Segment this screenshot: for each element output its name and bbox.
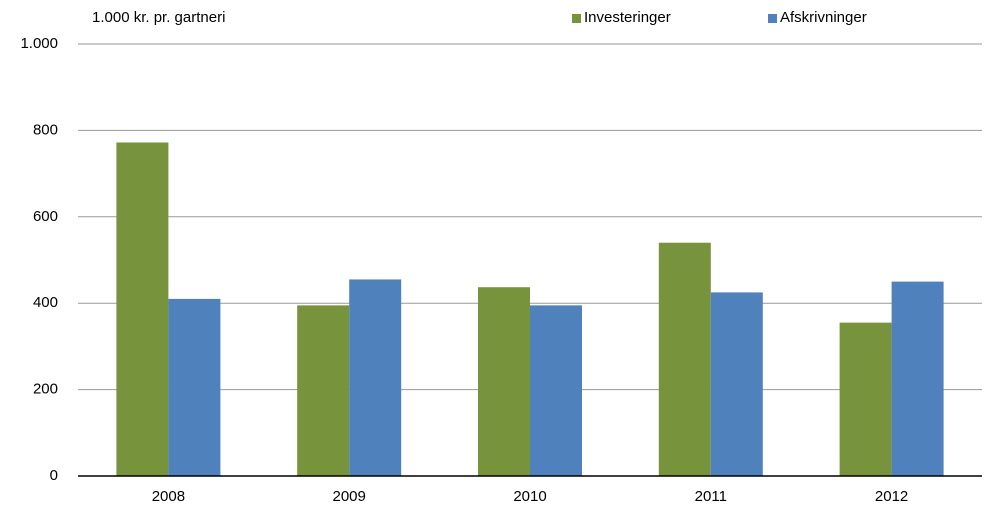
x-tick-label: 2012 — [875, 488, 908, 505]
bar — [478, 287, 530, 476]
bar — [297, 305, 350, 476]
x-tick-label: 2010 — [513, 488, 546, 505]
x-tick-label: 2009 — [333, 488, 366, 505]
bar — [349, 279, 402, 476]
legend-label: Investeringer — [584, 9, 671, 26]
bar — [839, 322, 892, 476]
legend-swatch — [768, 14, 777, 23]
y-tick-label: 800 — [33, 121, 58, 138]
bar — [530, 305, 582, 476]
legend-swatch — [572, 14, 581, 23]
y-axis-label: 1.000 kr. pr. gartneri — [92, 9, 225, 26]
bar — [168, 298, 221, 476]
bar — [891, 281, 944, 476]
x-tick-label: 2011 — [695, 488, 727, 505]
x-tick-label: 2008 — [152, 488, 185, 505]
legend-label: Afskrivninger — [780, 9, 867, 26]
bar — [116, 142, 169, 476]
y-tick-label: 200 — [33, 381, 58, 398]
y-tick-label: 0 — [50, 467, 58, 484]
y-tick-label: 600 — [33, 208, 58, 225]
y-tick-label: 1.000 — [20, 35, 58, 52]
bar — [710, 292, 763, 476]
y-tick-label: 400 — [33, 294, 58, 311]
bar — [658, 242, 711, 476]
